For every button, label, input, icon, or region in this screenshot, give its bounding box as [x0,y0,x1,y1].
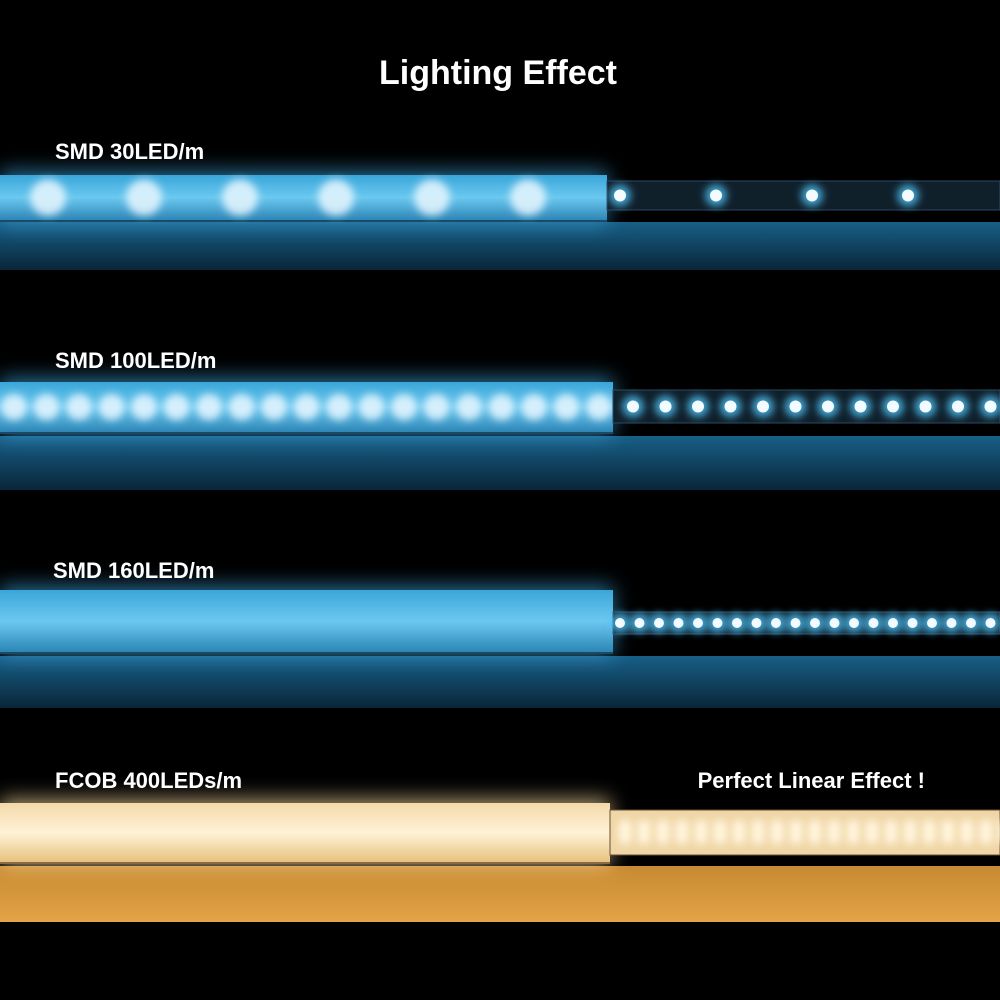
cob-glow [865,820,879,844]
tube-hotspot [222,179,258,216]
tube-hotspot [391,394,417,420]
tube-hotspot [126,179,162,216]
diffuser-tube [0,590,613,652]
tube-hotspot [66,394,92,420]
tube-hotspot [131,394,157,420]
led [919,400,932,413]
row-note: Perfect Linear Effect ! [698,768,925,793]
led [868,618,879,628]
tube-hotspot [414,179,450,216]
tube-hotspot [423,394,450,420]
tube-hotspot [488,394,515,420]
row-label: SMD 30LED/m [55,139,204,164]
tube-hotspot [318,179,354,216]
cob-glow [675,820,689,844]
led [849,618,859,628]
row-label: FCOB 400LEDs/m [55,768,242,793]
led [810,618,820,628]
led [673,618,684,628]
led [712,618,723,628]
cob-glow [922,820,936,844]
cob-glow [808,820,822,844]
tube-hotspot [358,394,385,420]
tube-hotspot [586,394,612,420]
tube-hotspot [228,394,255,420]
cob-glow [751,820,765,844]
led [615,618,625,628]
led [634,618,645,628]
led [693,618,703,628]
cob-glow [960,820,974,844]
led [659,400,672,413]
led [902,189,914,202]
led [946,618,957,628]
tube-hotspot [196,394,222,420]
cob-glow [770,820,784,844]
led [887,400,899,413]
row-label: SMD 100LED/m [55,348,216,373]
tube-hotspot [1,394,27,420]
diffuser-tube [0,803,610,862]
cob-glow [789,820,803,844]
cob-glow [618,820,632,844]
diffuser-tube [0,175,607,220]
cob-glow [903,820,917,844]
row-label: SMD 160LED/m [53,558,214,583]
cob-glow [713,820,727,844]
tube-hotspot [521,394,547,420]
tube-hotspot [163,394,190,420]
cob-glow [846,820,860,844]
led [757,400,769,413]
led [751,618,762,628]
reflection [0,436,1000,490]
led [710,189,722,202]
led [724,400,737,413]
reflection [0,656,1000,708]
cob-glow [732,820,746,844]
title: Lighting Effect [379,54,617,92]
led [771,618,781,628]
tube-hotspot [326,394,352,420]
cob-glow [656,820,670,844]
tube-hotspot [553,394,580,420]
led [614,189,626,202]
tube-hotspot [510,179,546,216]
led [952,400,964,413]
led [789,400,802,413]
tube-hotspot [293,394,320,420]
tube-hotspot [33,394,60,420]
led [927,618,937,628]
tube-hotspot [98,394,125,420]
led [806,189,818,202]
led [888,618,898,628]
cob-glow [884,820,898,844]
strips [0,171,1000,922]
led [627,400,639,413]
led [907,618,918,628]
led [966,618,976,628]
reflection [0,222,1000,270]
led [732,618,742,628]
tube-hotspot [30,179,66,216]
cob-glow [941,820,955,844]
tube-hotspot [456,394,482,420]
cob-glow [979,820,993,844]
cob-glow [637,820,651,844]
led [854,400,867,413]
led [985,618,996,628]
led [822,400,834,413]
tube-hotspot [261,394,287,420]
led [790,618,801,628]
led [654,618,664,628]
cob-glow [694,820,708,844]
led [984,400,997,413]
led [692,400,704,413]
reflection [0,866,1000,922]
led [829,618,840,628]
cob-glow [827,820,841,844]
